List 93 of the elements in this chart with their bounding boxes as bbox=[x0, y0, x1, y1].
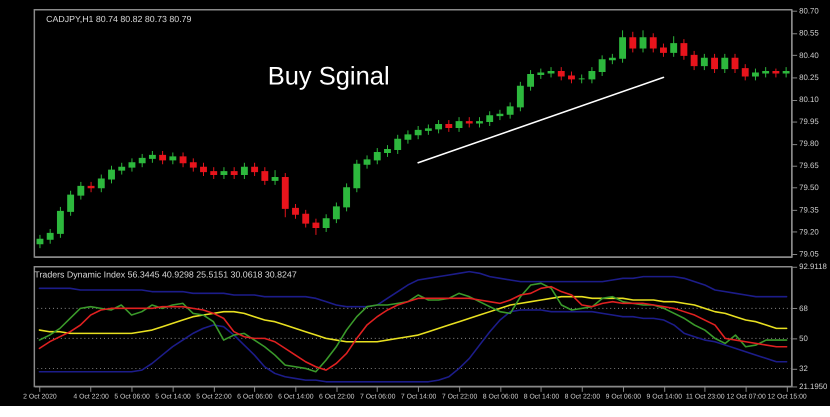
candlestick bbox=[598, 54, 606, 76]
y-tick-label: 79.50 bbox=[799, 183, 820, 192]
line-series bbox=[38, 296, 788, 343]
candlestick bbox=[568, 71, 575, 84]
candlestick bbox=[364, 154, 370, 170]
candlestick bbox=[169, 152, 176, 165]
candlestick bbox=[650, 32, 657, 53]
y-tick-label: 79.80 bbox=[799, 139, 820, 148]
candlestick bbox=[782, 66, 790, 78]
candlestick bbox=[230, 166, 238, 180]
y-tick-label: 79.20 bbox=[799, 227, 820, 236]
candlestick bbox=[128, 158, 136, 172]
candlestick bbox=[527, 70, 534, 92]
candlestick bbox=[548, 66, 554, 78]
y-tick-label: 21.1950 bbox=[799, 382, 828, 391]
candlestick bbox=[272, 170, 278, 186]
candlestick bbox=[486, 110, 494, 126]
candlestick bbox=[414, 125, 422, 140]
candlestick bbox=[732, 53, 738, 74]
candlestick bbox=[404, 130, 412, 144]
candlestick bbox=[700, 53, 708, 71]
y-tick-label: 50 bbox=[799, 334, 808, 343]
candlestick bbox=[516, 81, 524, 112]
y-tick-label: 68 bbox=[799, 304, 808, 313]
candlestick bbox=[200, 162, 207, 177]
y-tick-label: 32 bbox=[799, 364, 808, 373]
y-tick-label: 80.10 bbox=[799, 94, 820, 104]
y-tick-label: 92.9118 bbox=[799, 262, 828, 272]
candlestick bbox=[435, 120, 442, 134]
candlestick bbox=[506, 102, 514, 120]
candlestick bbox=[537, 68, 544, 80]
candlestick bbox=[56, 206, 64, 238]
y-tick-label: 80.70 bbox=[799, 6, 820, 16]
candlestick bbox=[332, 202, 340, 224]
annotation: Buy Sginal bbox=[268, 62, 390, 90]
candlestick bbox=[36, 234, 44, 249]
candlestick bbox=[752, 68, 759, 81]
candlestick bbox=[251, 162, 258, 177]
candlestick bbox=[742, 64, 749, 81]
candlestick bbox=[424, 124, 432, 136]
candlestick bbox=[261, 166, 268, 186]
y-tick-label: 80.40 bbox=[799, 50, 820, 60]
candlestick bbox=[98, 174, 105, 193]
candlestick bbox=[343, 182, 350, 212]
candlestick bbox=[67, 190, 74, 216]
candlestick bbox=[608, 53, 616, 65]
candlestick bbox=[629, 31, 636, 53]
candlestick bbox=[220, 166, 228, 180]
line-series bbox=[38, 309, 788, 383]
candlestick bbox=[180, 152, 186, 168]
candlestick bbox=[762, 66, 770, 78]
candlestick bbox=[640, 30, 646, 53]
candlestick bbox=[374, 148, 381, 165]
candlestick bbox=[456, 116, 462, 132]
candlestick bbox=[619, 30, 626, 64]
candlestick bbox=[292, 203, 299, 220]
candlestick bbox=[558, 66, 565, 81]
candlestick bbox=[578, 74, 586, 84]
candlestick bbox=[108, 165, 115, 184]
candlestick bbox=[210, 166, 218, 180]
candlestick bbox=[588, 66, 596, 84]
y-tick-label: 79.65 bbox=[799, 161, 820, 170]
y-tick-label: 80.55 bbox=[799, 28, 820, 38]
candlestick bbox=[660, 43, 667, 58]
candlestick bbox=[496, 109, 504, 121]
candlestick bbox=[190, 158, 197, 172]
candlestick bbox=[88, 181, 94, 193]
candlestick bbox=[46, 228, 54, 244]
candlestick bbox=[312, 218, 320, 236]
candlestick bbox=[118, 162, 126, 176]
candlestick bbox=[711, 53, 718, 74]
y-tick-label: 79.95 bbox=[799, 117, 820, 126]
y-tick-label: 80.25 bbox=[799, 72, 820, 82]
candlestick bbox=[302, 209, 310, 228]
candlestick bbox=[476, 116, 483, 128]
candlestick bbox=[148, 150, 156, 164]
candlestick bbox=[721, 53, 728, 74]
candlestick bbox=[466, 116, 473, 128]
candlestick bbox=[394, 134, 402, 154]
candlestick bbox=[322, 214, 330, 232]
candlestick bbox=[240, 162, 248, 180]
y-tick-label: 79.35 bbox=[799, 205, 820, 214]
candlestick bbox=[445, 120, 452, 132]
candlestick bbox=[159, 150, 166, 165]
candlestick bbox=[384, 144, 391, 158]
candlestick bbox=[680, 38, 688, 60]
chart-title: CADJPY,H1 80.74 80.82 80.73 80.79 bbox=[46, 14, 192, 24]
candlestick bbox=[77, 181, 84, 200]
candlestick bbox=[138, 153, 146, 168]
candlestick bbox=[670, 36, 678, 58]
candlestick bbox=[353, 159, 360, 193]
y-tick-label: 79.05 bbox=[799, 249, 820, 258]
candlestick bbox=[690, 50, 698, 71]
